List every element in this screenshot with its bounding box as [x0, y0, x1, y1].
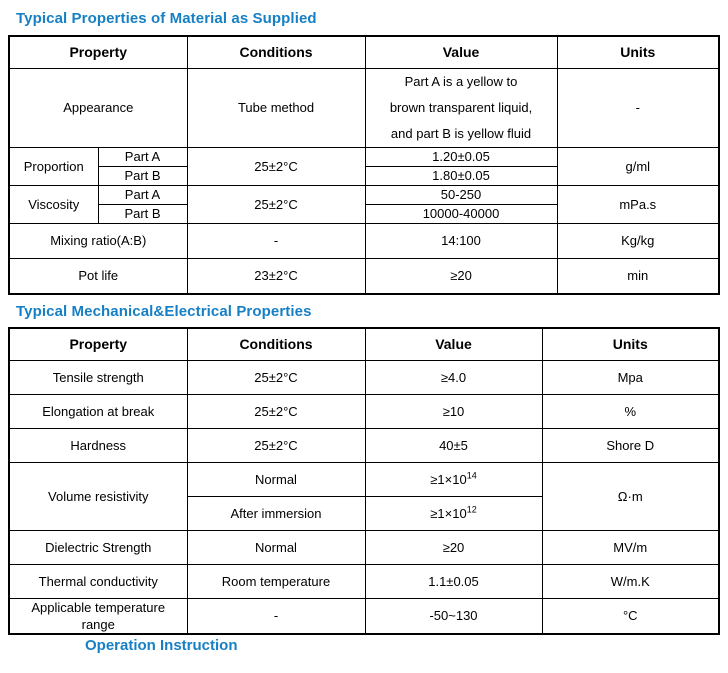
cell-volres-units: Ω·m: [541, 461, 720, 531]
table2-header-value: Value: [364, 327, 543, 361]
cell-viscosity-value-a: 50-250: [364, 184, 558, 205]
volres-value-immersion-exponent: 12: [466, 504, 477, 515]
cell-temprange-property: Applicable temperature range: [8, 597, 188, 635]
cell-proportion-value-b: 1.80±0.05: [364, 165, 558, 186]
cell-mixing-value: 14:100: [364, 222, 558, 259]
cell-proportion-part-a: Part A: [97, 146, 188, 167]
cell-potlife-conditions: 23±2°C: [186, 257, 366, 295]
volres-value-normal-exponent: 14: [466, 470, 477, 481]
row-tensile-strength: Tensile strength 25±2°C ≥4.0 Mpa: [8, 359, 720, 395]
cell-appearance-value: Part A is a yellow to brown transparent …: [364, 67, 558, 148]
cell-temprange-conditions: -: [186, 597, 366, 635]
table1-header-property: Property: [8, 35, 188, 69]
row-hardness: Hardness 25±2°C 40±5 Shore D: [8, 427, 720, 463]
appearance-value-line1: Part A is a yellow to: [404, 73, 518, 89]
cell-tensile-units: Mpa: [541, 359, 720, 395]
cell-mixing-property: Mixing ratio(A:B): [8, 222, 188, 259]
supplied-properties-table: Property Conditions Value Units Appearan…: [8, 35, 721, 295]
cell-viscosity-property: Viscosity: [8, 184, 99, 224]
cell-thermal-conditions: Room temperature: [186, 563, 366, 599]
cell-temprange-value: -50~130: [364, 597, 543, 635]
cell-hardness-units: Shore D: [541, 427, 720, 463]
table2-header-conditions: Conditions: [186, 327, 366, 361]
section-heading-supplied-properties: Typical Properties of Material as Suppli…: [16, 10, 317, 27]
cell-potlife-value: ≥20: [364, 257, 558, 295]
row-volume-resistivity-normal: Volume resistivity Normal ≥1×1014 Ω·m: [8, 461, 720, 531]
appearance-value-line3: and part B is yellow fluid: [390, 125, 532, 141]
cell-mixing-units: Kg/kg: [556, 222, 720, 259]
section-heading-mechanical-electrical: Typical Mechanical&Electrical Properties: [16, 303, 312, 320]
temprange-property-text: Applicable temperature range: [31, 599, 166, 632]
cell-thermal-property: Thermal conductivity: [8, 563, 188, 599]
cell-proportion-units: g/ml: [556, 146, 720, 186]
cell-potlife-property: Pot life: [8, 257, 188, 295]
cell-appearance-property: Appearance: [8, 67, 188, 148]
cell-dielectric-value: ≥20: [364, 529, 543, 565]
row-elongation: Elongation at break 25±2°C ≥10 %: [8, 393, 720, 429]
cell-proportion-property: Proportion: [8, 146, 99, 186]
cell-dielectric-units: MV/m: [541, 529, 720, 565]
cell-proportion-conditions: 25±2°C: [186, 146, 366, 186]
cell-viscosity-conditions: 25±2°C: [186, 184, 366, 224]
cell-volres-condition-immersion: After immersion: [186, 495, 366, 531]
cell-volres-value-immersion: ≥1×1012: [364, 495, 543, 531]
cell-viscosity-value-b: 10000-40000: [364, 203, 558, 224]
cell-proportion-value-a: 1.20±0.05: [364, 146, 558, 167]
volres-value-immersion-base: ≥1×10: [430, 505, 467, 521]
cell-tensile-property: Tensile strength: [8, 359, 188, 395]
cell-mixing-conditions: -: [186, 222, 366, 259]
cell-thermal-value: 1.1±0.05: [364, 563, 543, 599]
cell-temprange-units: °C: [541, 597, 720, 635]
cell-dielectric-property: Dielectric Strength: [8, 529, 188, 565]
cell-hardness-conditions: 25±2°C: [186, 427, 366, 463]
cell-volres-property: Volume resistivity: [8, 461, 188, 531]
row-appearance: Appearance Tube method Part A is a yello…: [8, 67, 720, 148]
table2-header-units: Units: [541, 327, 720, 361]
table2-header-row: Property Conditions Value Units: [8, 327, 720, 361]
cell-elongation-value: ≥10: [364, 393, 543, 429]
table1-header-row: Property Conditions Value Units: [8, 35, 720, 69]
cell-potlife-units: min: [556, 257, 720, 295]
row-temperature-range: Applicable temperature range - -50~130 °…: [8, 597, 720, 635]
section-heading-bottom-clipped: Operation Instruction: [85, 637, 238, 654]
cell-hardness-value: 40±5: [364, 427, 543, 463]
cell-elongation-property: Elongation at break: [8, 393, 188, 429]
cell-proportion-part-b: Part B: [97, 165, 188, 186]
row-viscosity-part-a: Viscosity Part A 25±2°C 50-250 mPa.s: [8, 184, 720, 224]
cell-volres-condition-normal: Normal: [186, 461, 366, 497]
cell-hardness-property: Hardness: [8, 427, 188, 463]
table2-header-property: Property: [8, 327, 188, 361]
cell-viscosity-units: mPa.s: [556, 184, 720, 224]
row-dielectric-strength: Dielectric Strength Normal ≥20 MV/m: [8, 529, 720, 565]
cell-tensile-conditions: 25±2°C: [186, 359, 366, 395]
row-volume-resistivity-immersion: After immersion ≥1×1012: [9, 495, 719, 531]
cell-appearance-conditions: Tube method: [186, 67, 366, 148]
table1-header-value: Value: [364, 35, 558, 69]
cell-elongation-conditions: 25±2°C: [186, 393, 366, 429]
cell-appearance-units: -: [556, 67, 720, 148]
table1-header-units: Units: [556, 35, 720, 69]
cell-elongation-units: %: [541, 393, 720, 429]
mechanical-electrical-properties-table: Property Conditions Value Units Tensile …: [8, 327, 720, 635]
cell-thermal-units: W/m.K: [541, 563, 720, 599]
cell-volres-value-normal: ≥1×1014: [364, 461, 543, 497]
table1-header-conditions: Conditions: [186, 35, 366, 69]
cell-tensile-value: ≥4.0: [364, 359, 543, 395]
row-proportion-part-a: Proportion Part A 25±2°C 1.20±0.05 g/ml: [8, 146, 720, 186]
appearance-value-line2: brown transparent liquid,: [389, 99, 533, 115]
cell-viscosity-part-b: Part B: [97, 203, 188, 224]
volres-value-normal-base: ≥1×10: [430, 471, 467, 487]
cell-dielectric-conditions: Normal: [186, 529, 366, 565]
row-mixing-ratio: Mixing ratio(A:B) - 14:100 Kg/kg: [8, 222, 720, 259]
row-pot-life: Pot life 23±2°C ≥20 min: [8, 257, 720, 295]
cell-viscosity-part-a: Part A: [97, 184, 188, 205]
row-thermal-conductivity: Thermal conductivity Room temperature 1.…: [8, 563, 720, 599]
